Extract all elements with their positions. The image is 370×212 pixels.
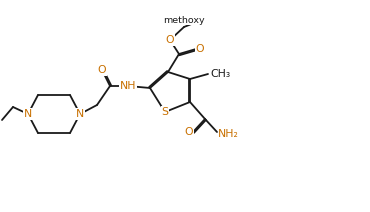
Text: N: N <box>76 109 84 119</box>
Text: CH₃: CH₃ <box>210 69 230 79</box>
Text: O: O <box>196 44 204 54</box>
Text: O: O <box>98 65 106 75</box>
Text: NH₂: NH₂ <box>218 129 239 139</box>
Text: O: O <box>185 127 193 137</box>
Text: O: O <box>166 35 174 45</box>
Text: S: S <box>161 107 168 117</box>
Text: methoxy: methoxy <box>163 15 205 25</box>
Text: N: N <box>24 109 32 119</box>
Text: NH: NH <box>120 81 136 91</box>
